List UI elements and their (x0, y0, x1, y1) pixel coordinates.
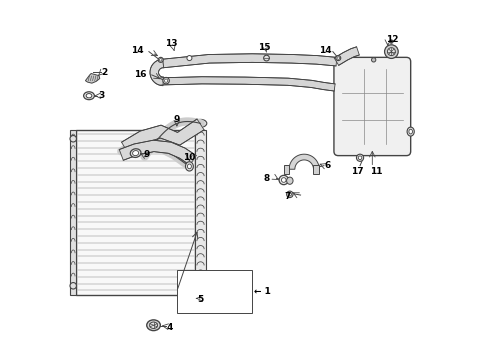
Text: 17: 17 (351, 167, 364, 176)
Ellipse shape (158, 57, 163, 62)
Polygon shape (150, 59, 164, 86)
Text: 5: 5 (197, 294, 204, 303)
Bar (70, 130, 76, 295)
Ellipse shape (130, 149, 141, 157)
Text: 7: 7 (285, 192, 291, 201)
Ellipse shape (358, 156, 362, 159)
Text: 13: 13 (165, 39, 178, 48)
Ellipse shape (188, 164, 192, 169)
Polygon shape (163, 54, 337, 68)
Bar (177, 270, 252, 313)
Text: 16: 16 (134, 71, 147, 80)
Ellipse shape (133, 150, 139, 156)
Text: ← 1: ← 1 (254, 287, 271, 296)
Polygon shape (119, 140, 196, 165)
Ellipse shape (70, 283, 76, 289)
Bar (76, 130, 195, 295)
Ellipse shape (388, 48, 395, 55)
Bar (284, 165, 289, 174)
Text: 12: 12 (386, 35, 398, 44)
Ellipse shape (287, 177, 293, 184)
Ellipse shape (409, 129, 413, 134)
Polygon shape (334, 47, 359, 66)
Ellipse shape (86, 94, 92, 98)
Text: 11: 11 (369, 167, 382, 176)
Ellipse shape (279, 175, 289, 185)
Ellipse shape (288, 193, 292, 196)
Text: 3: 3 (98, 91, 104, 100)
Ellipse shape (84, 92, 95, 100)
Ellipse shape (185, 296, 190, 301)
Ellipse shape (281, 178, 286, 182)
Text: 9: 9 (144, 150, 150, 159)
Ellipse shape (70, 135, 76, 142)
Ellipse shape (385, 45, 398, 58)
Text: 15: 15 (258, 43, 271, 52)
Ellipse shape (187, 55, 192, 60)
Bar (195, 130, 206, 295)
Bar (186, 296, 196, 301)
Text: 10: 10 (183, 153, 196, 162)
Text: 6: 6 (324, 161, 331, 170)
Polygon shape (122, 119, 204, 153)
Polygon shape (161, 77, 335, 91)
Ellipse shape (165, 79, 168, 82)
Ellipse shape (336, 55, 341, 60)
Ellipse shape (264, 55, 270, 61)
Ellipse shape (356, 154, 364, 161)
Ellipse shape (194, 120, 207, 127)
Text: 14: 14 (131, 46, 144, 55)
Ellipse shape (159, 59, 162, 61)
Text: 14: 14 (319, 46, 332, 55)
Ellipse shape (163, 77, 170, 84)
Text: 9: 9 (173, 114, 180, 123)
Polygon shape (85, 73, 100, 83)
Text: 2: 2 (101, 68, 108, 77)
Ellipse shape (407, 127, 414, 136)
Text: 8: 8 (264, 174, 270, 183)
Ellipse shape (149, 322, 157, 328)
Ellipse shape (371, 58, 376, 62)
Ellipse shape (390, 40, 393, 43)
Ellipse shape (147, 320, 160, 330)
FancyBboxPatch shape (334, 57, 411, 156)
Ellipse shape (287, 191, 293, 198)
Ellipse shape (194, 297, 207, 305)
Text: 4: 4 (167, 323, 173, 332)
Polygon shape (289, 154, 319, 169)
Bar (314, 165, 319, 174)
Ellipse shape (337, 57, 340, 59)
Ellipse shape (186, 162, 194, 171)
